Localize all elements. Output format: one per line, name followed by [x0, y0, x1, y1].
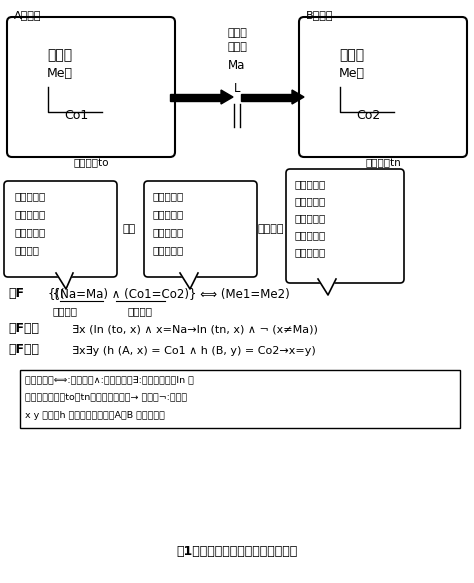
Text: 式F－２: 式F－２	[8, 343, 39, 356]
Text: かつ: かつ	[123, 224, 136, 234]
Polygon shape	[241, 93, 292, 100]
Text: 式F－１: 式F－１	[8, 322, 39, 335]
Polygon shape	[170, 93, 221, 100]
Text: 農産物: 農産物	[227, 42, 247, 52]
Text: Co1: Co1	[64, 109, 88, 122]
Text: ∃x (In (to, x) ∧ x=Na→In (tn, x) ∧ ¬ (x≠Ma)): ∃x (In (to, x) ∧ x=Na→In (tn, x) ∧ ¬ (x≠…	[72, 325, 318, 335]
FancyBboxPatch shape	[144, 181, 257, 277]
Text: ったメッセ: ったメッセ	[295, 196, 326, 206]
Polygon shape	[221, 90, 233, 104]
Text: 収穫時　to: 収穫時 to	[73, 158, 109, 168]
FancyBboxPatch shape	[299, 17, 467, 157]
Text: Me２: Me２	[339, 67, 365, 80]
Text: 安全性: 安全性	[339, 48, 364, 62]
Text: ージが消費: ージが消費	[295, 213, 326, 223]
Text: ∃x∃y (h (A, x) = Co1 ∧ h (B, y) = Co2→x=y): ∃x∃y (h (A, x) = Co1 ∧ h (B, y) = Co2→x=…	[72, 346, 316, 356]
Polygon shape	[56, 273, 73, 289]
Text: 農産物の性: 農産物の性	[15, 209, 46, 219]
Text: 時に限り: 時に限り	[258, 224, 284, 234]
Text: コードを共: コードを共	[153, 227, 184, 237]
Polygon shape	[318, 279, 336, 295]
Text: 調的二項述語，to，tn，時間の名前，→ 条件，¬:否定、: 調的二項述語，to，tn，時間の名前，→ 条件，¬:否定、	[25, 393, 187, 402]
Text: Co2: Co2	[356, 109, 380, 122]
Text: 流通過程で: 流通過程で	[15, 191, 46, 201]
Text: 生産者の送: 生産者の送	[295, 179, 326, 189]
Text: 質が維持さ: 質が維持さ	[15, 227, 46, 237]
Text: 受取時　tn: 受取時 tn	[365, 158, 401, 168]
Text: {(Na=Ma) ∧ (Co1=Co2)} ⟺ (Me1=Me2): {(Na=Ma) ∧ (Co1=Co2)} ⟺ (Me1=Me2)	[48, 287, 290, 300]
Text: 安全性: 安全性	[47, 48, 72, 62]
Text: B消費者: B消費者	[306, 10, 334, 20]
Text: 生産者と消: 生産者と消	[153, 191, 184, 201]
Text: 図1　産直による交流の論理モデル: 図1 産直による交流の論理モデル	[176, 545, 298, 558]
Text: 費者が同じ: 費者が同じ	[153, 209, 184, 219]
Text: 有している: 有している	[153, 245, 184, 255]
Text: れている: れている	[15, 245, 40, 255]
Polygon shape	[180, 273, 198, 289]
Text: 者に受け取: 者に受け取	[295, 230, 326, 240]
Text: x y 変項、h 所有を表す関数，A，B 主体の名前: x y 変項、h 所有を表す関数，A，B 主体の名前	[25, 411, 165, 420]
Text: 式ｆ－１: 式ｆ－１	[53, 306, 78, 316]
Text: Ma: Ma	[228, 59, 246, 72]
FancyBboxPatch shape	[7, 17, 175, 157]
Text: A生産者: A生産者	[14, 10, 42, 20]
Text: 減農薬: 減農薬	[227, 28, 247, 38]
FancyBboxPatch shape	[286, 169, 404, 283]
Text: 式F: 式F	[8, 287, 24, 300]
FancyBboxPatch shape	[4, 181, 117, 277]
Polygon shape	[292, 90, 304, 104]
Text: ＝同一性，⟺:双条件，∧:連言記号，∃:存在量化子，In 剛: ＝同一性，⟺:双条件，∧:連言記号，∃:存在量化子，In 剛	[25, 375, 194, 384]
Text: Me１: Me１	[47, 67, 73, 80]
Text: L: L	[234, 82, 240, 95]
Bar	[20, 370, 460, 428]
Text: {(: {(	[45, 287, 64, 300]
Text: 式ｆ－２: 式ｆ－２	[128, 306, 153, 316]
Text: られている: られている	[295, 247, 326, 257]
